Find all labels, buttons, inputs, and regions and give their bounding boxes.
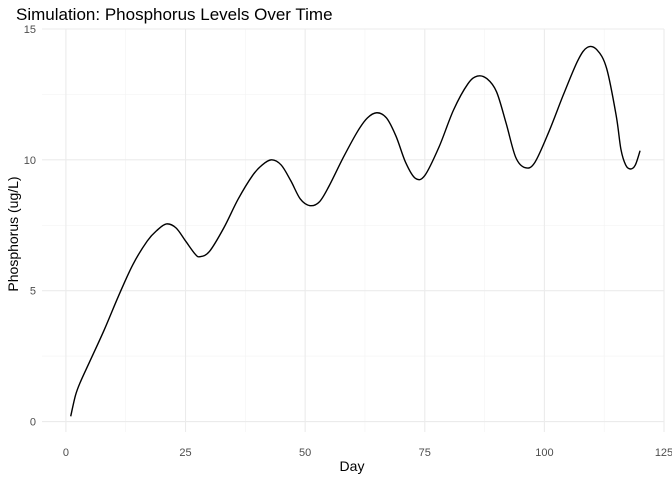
x-axis-label: Day [340,458,365,474]
x-tick-label: 0 [63,447,69,459]
x-tick-label: 50 [299,447,311,459]
chart-title: Simulation: Phosphorus Levels Over Time [16,5,333,24]
y-tick-label: 10 [24,155,36,167]
y-tick-label: 15 [24,24,36,36]
series-line-phosphorus [70,45,641,417]
x-tick-label: 100 [535,447,553,459]
y-tick-label: 5 [30,286,36,298]
y-tick-label: 0 [30,417,36,429]
minor-gridlines [42,29,664,432]
x-tick-label: 25 [179,447,191,459]
y-axis-ticks: 0 5 10 15 [24,24,36,429]
x-tick-label: 75 [419,447,431,459]
y-axis-label: Phosphorus (ug/L) [5,176,21,291]
series-group [70,45,641,417]
x-tick-label: 125 [655,447,672,459]
x-axis-ticks: 0 25 50 75 100 125 [63,447,672,459]
major-gridlines [42,28,665,432]
